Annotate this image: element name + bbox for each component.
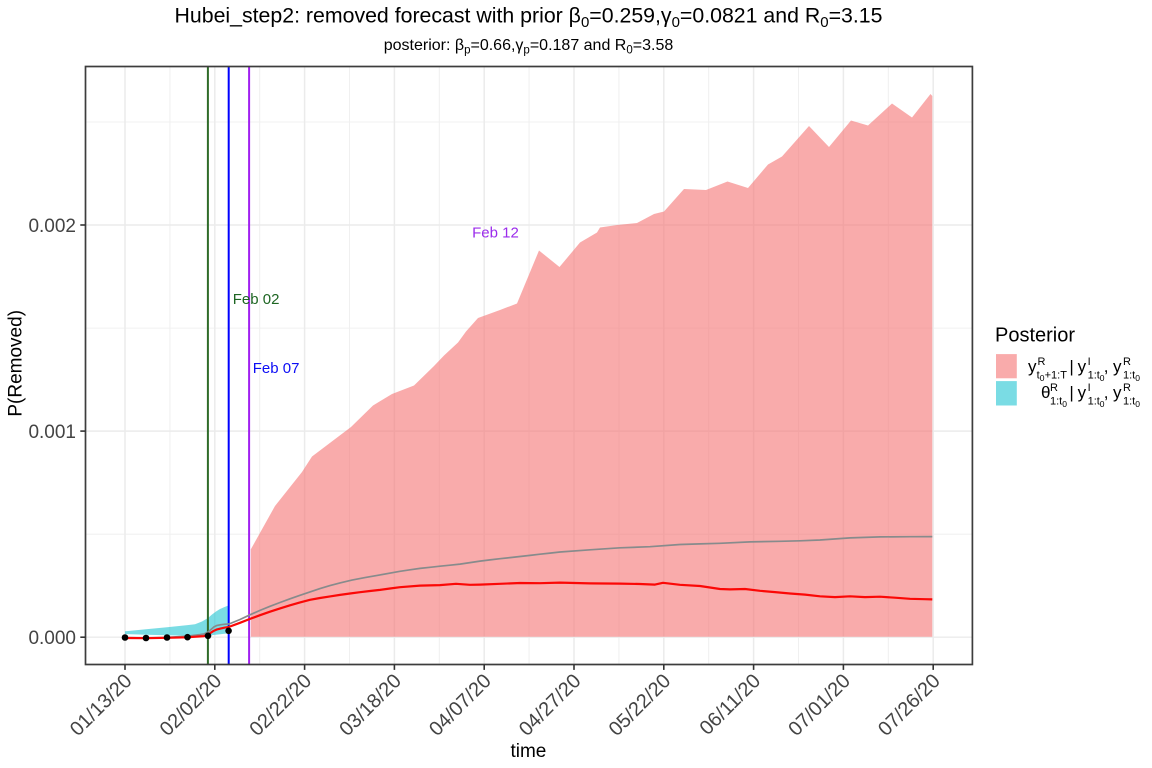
svg-text:Feb 07: Feb 07 [253, 360, 300, 377]
svg-text:Posterior: Posterior [995, 325, 1075, 347]
svg-text:1:t: 1:t [1123, 395, 1135, 407]
svg-text:1:t: 1:t [1088, 395, 1100, 407]
svg-text:|: | [1069, 383, 1073, 402]
svg-text:y: y [1078, 357, 1087, 376]
svg-text:,: , [1104, 383, 1109, 402]
svg-text:|: | [1069, 357, 1073, 376]
svg-text:y: y [1113, 357, 1122, 376]
svg-text:0: 0 [1100, 399, 1105, 409]
svg-text:Hubei_step2: removed forecast: Hubei_step2: removed forecast with prior… [175, 4, 883, 31]
svg-text:y: y [1113, 383, 1122, 402]
svg-text:0: 0 [1135, 373, 1140, 383]
svg-text:t: t [1037, 369, 1040, 381]
svg-text:R: R [1050, 382, 1058, 394]
svg-text:0.001: 0.001 [28, 422, 76, 443]
svg-text:1:t: 1:t [1050, 395, 1062, 407]
svg-text:y: y [1078, 383, 1087, 402]
svg-text:R: R [1123, 382, 1131, 394]
svg-text:y: y [1028, 357, 1037, 376]
svg-text:time: time [510, 741, 546, 762]
svg-text:R: R [1038, 356, 1046, 368]
svg-text:+1:T: +1:T [1045, 369, 1068, 381]
svg-text:posterior: βp=0.66,γp=0.187 an: posterior: βp=0.66,γp=0.187 and R0=3.58 [384, 37, 674, 56]
svg-text:I: I [1088, 382, 1091, 394]
svg-text:,: , [1104, 357, 1109, 376]
svg-text:1:t: 1:t [1123, 369, 1135, 381]
svg-text:0.002: 0.002 [28, 216, 76, 237]
svg-text:0: 0 [1135, 399, 1140, 409]
svg-text:0.000: 0.000 [28, 628, 76, 649]
svg-text:1:t: 1:t [1088, 369, 1100, 381]
svg-text:Feb 12: Feb 12 [472, 224, 519, 241]
svg-text:I: I [1088, 356, 1091, 368]
svg-text:0: 0 [1100, 373, 1105, 383]
svg-text:P(Removed): P(Removed) [5, 310, 26, 417]
svg-text:0: 0 [1062, 399, 1067, 409]
svg-text:θ: θ [1041, 383, 1050, 402]
svg-text:Feb 02: Feb 02 [233, 291, 280, 308]
svg-text:0: 0 [1040, 373, 1045, 383]
svg-text:R: R [1123, 356, 1131, 368]
